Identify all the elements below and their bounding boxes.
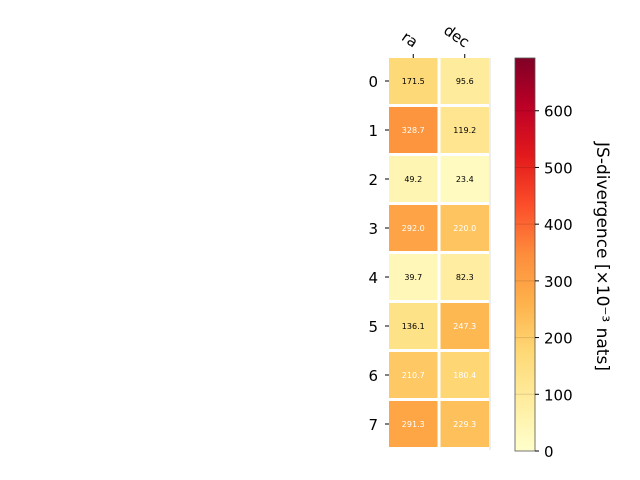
- cell-value-label: 119.2: [453, 126, 476, 135]
- heatmap-cell: [440, 107, 489, 153]
- heatmap-cell: [440, 303, 489, 349]
- cell-value-label: 229.3: [453, 420, 476, 429]
- row-label: 0: [368, 73, 378, 91]
- cell-value-label: 291.3: [402, 420, 425, 429]
- cell-value-label: 82.3: [456, 273, 474, 282]
- colorbar-tick-label: 400: [544, 216, 573, 234]
- heatmap-cell: [440, 205, 489, 251]
- heatmap-cell: [440, 58, 489, 104]
- colorbar: 0 100 200 300 400 500 600 JS-divergence [×10⁻³ …: [514, 57, 612, 461]
- colorbar-tick-label: 0: [544, 443, 554, 461]
- heatmap-cell: [389, 205, 438, 251]
- colorbar-tick-label: 600: [544, 103, 573, 121]
- heatmap-cell: [440, 401, 489, 447]
- heatmap-cell: [389, 352, 438, 398]
- cell-value-label: 39.7: [404, 273, 422, 282]
- cell-value-label: 49.2: [404, 175, 422, 184]
- cell-value-label: 292.0: [402, 224, 425, 233]
- cell-value-label: 210.7: [402, 371, 425, 380]
- heatmap-cells: 171.5 95.6 328.7 119.2 49.2 23.4 292.0 220.0 39.…: [389, 58, 489, 447]
- row-label: 5: [368, 318, 378, 336]
- row-label: 3: [368, 220, 378, 238]
- colorbar-tick-label: 300: [544, 273, 573, 291]
- colorbar-label: JS-divergence [×10⁻³ nats]: [592, 141, 612, 371]
- row-label: 6: [368, 367, 378, 385]
- cell-value-label: 171.5: [402, 77, 425, 86]
- heatmap-cell: [389, 254, 438, 300]
- heatmap-cell: [389, 303, 438, 349]
- heatmap-cell: [389, 58, 438, 104]
- row-label: 7: [368, 416, 378, 434]
- cell-value-label: 220.0: [453, 224, 476, 233]
- column-label: dec: [440, 21, 472, 51]
- colorbar-tick-label: 200: [544, 330, 573, 348]
- cell-value-label: 247.3: [453, 322, 476, 331]
- heatmap-cell: [389, 401, 438, 447]
- row-label: 2: [368, 171, 378, 189]
- colorbar-tick-label: 500: [544, 159, 573, 177]
- heatmap-cell: [440, 254, 489, 300]
- cell-value-label: 180.4: [453, 371, 476, 380]
- colorbar-tick-label: 100: [544, 386, 573, 404]
- heatmap-cell: [440, 352, 489, 398]
- heatmap-cell: [389, 107, 438, 153]
- cell-value-label: 328.7: [402, 126, 425, 135]
- column-label: ra: [398, 28, 421, 52]
- cell-value-label: 136.1: [402, 322, 425, 331]
- cell-value-label: 95.6: [456, 77, 474, 86]
- row-label: 4: [368, 269, 378, 287]
- heatmap-cell: [440, 156, 489, 202]
- colorbar-bar: [514, 57, 536, 452]
- cell-value-label: 23.4: [456, 175, 474, 184]
- heatmap-cell: [389, 156, 438, 202]
- row-label: 1: [368, 122, 378, 140]
